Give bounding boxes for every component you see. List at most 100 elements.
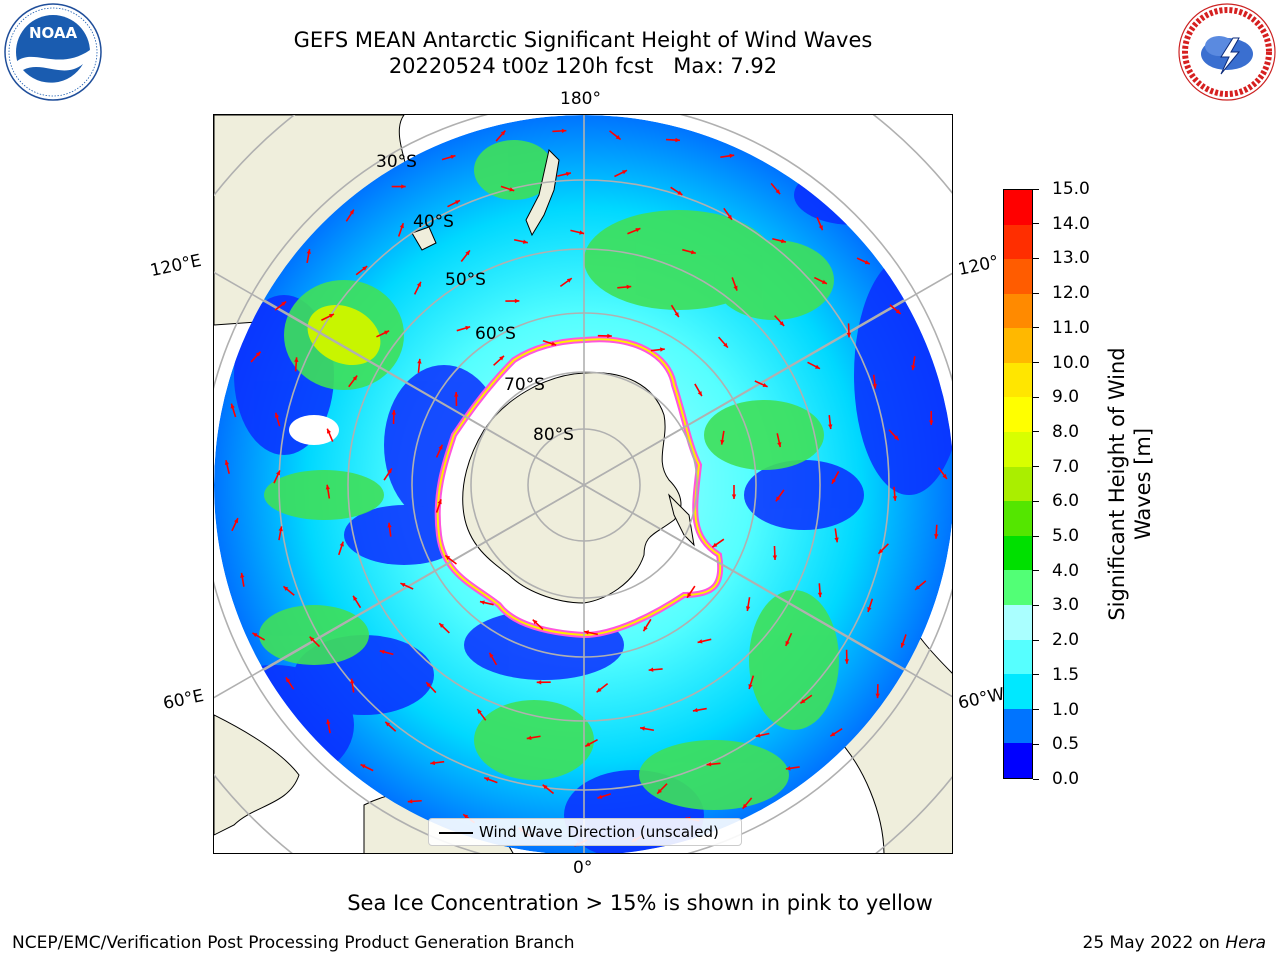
- wind-arrow-head: [864, 260, 870, 265]
- wind-arrow-head: [465, 250, 470, 256]
- wind-arrow-head: [387, 522, 392, 528]
- lon-label-upper-left: 120°E: [148, 250, 204, 282]
- colorbar-tick-label: 0.0: [1052, 769, 1080, 789]
- wind-arrow-head: [821, 279, 827, 284]
- wind-arrow-head: [844, 659, 849, 664]
- wind-arrow-head: [526, 735, 532, 740]
- wind-arrow-head: [934, 534, 939, 539]
- wind-arrow-head: [615, 135, 621, 140]
- wind-arrow-head: [532, 619, 538, 625]
- wind-arrow-head: [455, 200, 461, 205]
- wind-arrow-head: [561, 128, 567, 134]
- wind-arrow-head: [720, 439, 725, 445]
- colorbar-tick-label: 6.0: [1052, 491, 1080, 512]
- wind-arrow-head: [274, 412, 280, 418]
- colorbar-segment: [1004, 224, 1032, 260]
- wind-arrow-head: [479, 600, 485, 605]
- colorbar-tick-mark: [1033, 223, 1039, 225]
- wind-arrow-head: [294, 357, 299, 362]
- colorbar-tick-mark: [1033, 570, 1039, 572]
- colorbar-tick-label: 15.0: [1052, 179, 1090, 199]
- wind-arrow-head: [745, 606, 751, 612]
- wind-arrow-head: [748, 684, 753, 689]
- colorbar-tick-label: 8.0: [1052, 421, 1080, 442]
- wind-arrow-head: [339, 541, 344, 547]
- colorbar-segment: [1004, 432, 1032, 467]
- wind-arrow-head: [484, 777, 490, 782]
- wind-arrow-head: [437, 499, 442, 505]
- wind-arrow-head: [224, 460, 230, 466]
- wind-arrow-head: [775, 496, 781, 502]
- wind-arrow-head: [283, 586, 289, 591]
- wind-arrow-head: [306, 249, 311, 254]
- colorbar-tick-mark: [1033, 743, 1039, 745]
- wind-arrow-head: [438, 444, 443, 450]
- wind-arrow-head: [817, 592, 823, 598]
- wind-arrow-head: [230, 403, 235, 409]
- colorbar-segment: [1004, 466, 1032, 502]
- wind-arrow-head: [240, 572, 245, 578]
- wind-arrow-head: [915, 585, 920, 590]
- wind-arrow-head: [281, 301, 287, 307]
- wind-arrow-head: [352, 375, 358, 381]
- noaa-logo-text: NOAA: [29, 24, 78, 42]
- colorbar-tick-mark: [1033, 292, 1039, 294]
- lon-label-lower-right: 60°W: [956, 684, 1007, 714]
- lon-label-upper-right: 120°: [956, 251, 1001, 281]
- wind-arrow-head: [430, 760, 436, 766]
- wind-arrow-head: [439, 623, 445, 628]
- wind-arrow-head: [596, 687, 602, 693]
- colorbar-tick-mark: [1033, 362, 1039, 364]
- wind-arrow-head: [657, 788, 662, 794]
- wind-arrow-head: [697, 391, 702, 397]
- wind-arrow-head: [234, 518, 238, 524]
- legend-label: Wind Wave Direction (unscaled): [479, 823, 719, 841]
- colorbar-segment: [1004, 362, 1032, 398]
- wind-arrow-head: [325, 484, 331, 490]
- wind-arrow-head: [697, 639, 703, 644]
- wind-arrow-head: [353, 595, 358, 601]
- wind-arrow-head: [779, 321, 785, 326]
- colorbar-title-line1: Significant Height of Wind: [1105, 347, 1129, 621]
- wind-arrow-head: [565, 171, 571, 177]
- wind-arrow-head: [772, 555, 778, 560]
- wind-arrow-head: [675, 137, 680, 143]
- colorbar: [1003, 189, 1033, 779]
- wind-arrow-head: [566, 278, 572, 283]
- wind-arrow-head: [706, 762, 712, 767]
- wind-arrow-head: [831, 478, 837, 484]
- wind-arrow-head: [742, 803, 748, 809]
- colorbar-tick-mark: [1033, 188, 1039, 190]
- wind-arrow-head: [385, 721, 391, 727]
- wind-arrow-head: [350, 678, 355, 684]
- wind-arrow-head: [892, 496, 898, 501]
- colorbar-segment: [1004, 501, 1032, 536]
- max-wave-region: [307, 304, 381, 366]
- wind-arrow-head: [781, 238, 786, 244]
- chart-subtitle: 20220524 t00z 120h fcst Max: 7.92: [388, 54, 778, 78]
- colorbar-tick-mark: [1033, 639, 1039, 641]
- wind-arrow-head: [360, 764, 366, 769]
- wind-arrow-head: [401, 184, 406, 189]
- lat-label-40s: 40°S: [413, 212, 454, 232]
- colorbar-tick-label: 2.0: [1052, 630, 1080, 651]
- colorbar-tick-label: 4.0: [1052, 560, 1080, 581]
- footer-credit: NCEP/EMC/Verification Post Processing Pr…: [12, 933, 575, 953]
- colorbar-segment: [1004, 639, 1032, 675]
- colorbar-tick-mark: [1033, 778, 1039, 780]
- wind-arrow-head: [846, 332, 852, 338]
- wind-arrow-head: [465, 325, 471, 331]
- wind-arrow-head: [830, 731, 836, 737]
- wind-arrow-head: [585, 742, 591, 747]
- wind-arrow-head: [509, 187, 515, 192]
- colorbar-tick-mark: [1033, 327, 1039, 329]
- colorbar-tick-label: 10.0: [1052, 352, 1090, 373]
- wind-arrow-head: [712, 542, 718, 548]
- colorbar-tick-label: 1.5: [1052, 664, 1080, 685]
- new-zealand-landmass: [525, 149, 560, 237]
- wind-arrow-head: [622, 170, 627, 175]
- wind-arrow-head: [660, 347, 665, 352]
- lat-label-60s: 60°S: [475, 324, 516, 344]
- map-legend: Wind Wave Direction (unscaled): [428, 818, 742, 846]
- wind-arrow-head: [276, 470, 280, 476]
